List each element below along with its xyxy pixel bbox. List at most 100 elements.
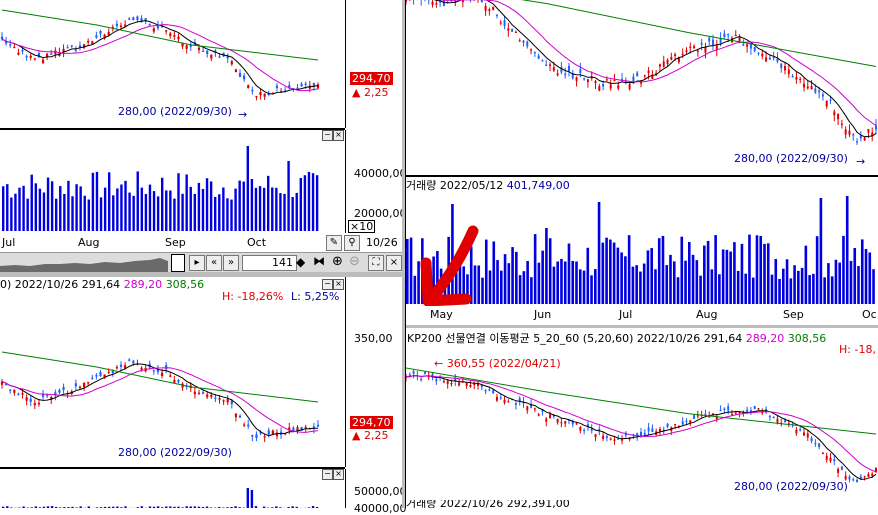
candle-body: [636, 73, 638, 77]
candle-body: [568, 66, 570, 71]
candle-body: [153, 370, 155, 371]
candle-body: [511, 29, 513, 32]
candle-body: [243, 76, 245, 80]
zoom-out-icon[interactable]: ⊖: [349, 254, 360, 269]
fast-forward-icon[interactable]: »: [223, 255, 239, 271]
candle-body: [305, 83, 307, 84]
volume-bar: [797, 271, 800, 304]
right-top-volume-pane[interactable]: 거래량 2022/05/12 401,749,00: [406, 177, 878, 306]
volume-bar: [553, 267, 556, 304]
candle-body: [473, 384, 475, 385]
left-bottom-vol-minimize-button[interactable]: −: [322, 469, 333, 480]
pencil-icon[interactable]: ✎: [326, 235, 342, 251]
candle-body: [746, 44, 748, 46]
volume-bar: [737, 271, 740, 304]
candle-body: [579, 69, 581, 73]
volume-bar: [523, 271, 526, 304]
overview-handle[interactable]: [171, 254, 185, 272]
candle-body: [549, 64, 551, 66]
candle-body: [50, 53, 52, 54]
overview-minichart[interactable]: [0, 254, 170, 272]
candle-body: [739, 37, 741, 41]
left-bottom-price-chart: [0, 277, 345, 467]
left-bottom-title-close: 291,64: [82, 278, 121, 291]
volume-bar: [226, 198, 228, 231]
right-top-price-pane[interactable]: 280,00 (2022/09/30) →: [406, 0, 878, 175]
volume-bar: [673, 261, 676, 304]
search-icon[interactable]: ⚲: [344, 235, 360, 251]
bowtie-icon[interactable]: ⧓: [313, 254, 325, 268]
left-bottom-volume-pane[interactable]: − ×: [0, 469, 345, 508]
volume-bar: [291, 197, 293, 231]
left-bottom-vol-close-button[interactable]: ×: [333, 469, 344, 480]
bar-count-input[interactable]: 141: [242, 255, 297, 271]
left-top-low-marker: 280,00 (2022/09/30): [118, 105, 232, 118]
volume-bar: [538, 263, 541, 304]
left-bottom-minimize-button[interactable]: −: [322, 279, 333, 290]
right-top-low-marker: 280,00 (2022/09/30): [734, 152, 848, 165]
volume-bar: [218, 194, 220, 231]
candle-body: [769, 58, 771, 60]
volume-bar: [714, 235, 717, 304]
candle-body: [214, 398, 216, 399]
candle-body: [317, 84, 319, 88]
candle-body: [34, 58, 36, 59]
candle-body: [799, 79, 801, 80]
volume-bar: [145, 194, 147, 231]
candle-body: [276, 86, 278, 88]
candle-body: [251, 435, 253, 437]
left-top-volume-pane[interactable]: − ×: [0, 130, 345, 233]
right-top-x-label-jun: Jun: [534, 308, 551, 321]
right-left-border: [402, 0, 405, 508]
candle-body: [864, 137, 866, 140]
candle-body: [837, 114, 839, 120]
volume-bar: [169, 190, 171, 231]
candle-body: [75, 383, 77, 386]
candle-body: [845, 129, 847, 134]
volume-bar: [296, 193, 298, 231]
left-bottom-title-prefix: 0) 2022/10/26: [0, 278, 78, 291]
volume-bar: [620, 252, 623, 304]
volume-bar: [511, 247, 514, 304]
volume-bar: [707, 241, 710, 304]
volume-bar: [88, 199, 90, 231]
play-icon[interactable]: ▸: [189, 255, 205, 271]
fit-icon[interactable]: ⛶: [368, 255, 384, 271]
volume-bar: [26, 199, 28, 231]
candle-body: [496, 397, 498, 401]
left-top-volume-chart: [0, 130, 345, 233]
left-top-close-button[interactable]: ×: [333, 130, 344, 141]
volume-bar: [198, 183, 200, 231]
volume-bar: [647, 250, 650, 304]
candle-body: [704, 414, 706, 415]
volume-bar: [617, 248, 620, 304]
candle-body: [108, 372, 110, 373]
candle-body: [317, 425, 319, 427]
right-bottom-title-name: KP200 선물연결 이동평균 5_20_60: [407, 332, 579, 345]
close-icon[interactable]: ×: [386, 255, 402, 271]
volume-bar: [18, 188, 20, 231]
volume-bar: [763, 244, 766, 304]
right-bottom-price-pane[interactable]: KP200 선물연결 이동평균 5_20_60 (5,20,60) 2022/1…: [406, 328, 878, 498]
candle-body: [541, 60, 543, 61]
volume-bar: [6, 184, 8, 231]
left-bottom-price-pane[interactable]: 0) 2022/10/26 291,64 289,20 308,56 H: -1…: [0, 277, 345, 467]
left-bottom-close-button[interactable]: ×: [333, 279, 344, 290]
candle-body: [761, 54, 763, 57]
candle-body: [507, 28, 509, 30]
volume-bar: [22, 186, 24, 231]
left-top-minimize-button[interactable]: −: [322, 130, 333, 141]
left-top-price-pane[interactable]: 280,00 (2022/09/30) →: [0, 0, 345, 128]
volume-bar: [157, 196, 159, 231]
zoom-in-icon[interactable]: ⊕: [332, 254, 343, 269]
rewind-icon[interactable]: «: [206, 255, 222, 271]
ma5-line: [406, 0, 876, 137]
candle-body: [795, 77, 797, 80]
candle-body: [17, 53, 19, 55]
candle-body: [773, 417, 775, 418]
candle-body: [807, 86, 809, 88]
expand-icon[interactable]: ◆: [296, 255, 305, 269]
volume-bar: [650, 248, 653, 304]
right-bottom-title-ma20: 289,20: [746, 332, 785, 345]
volume-bar: [669, 255, 672, 304]
